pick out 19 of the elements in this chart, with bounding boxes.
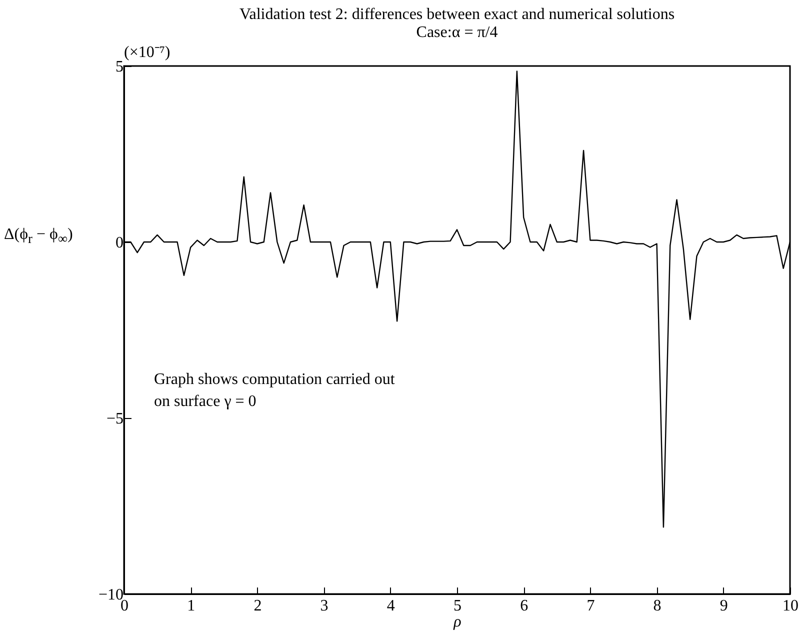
- x-tick-label: 6: [520, 598, 528, 614]
- x-tick-label: 2: [254, 598, 262, 614]
- x-tick-label: 1: [187, 598, 196, 614]
- chart-title: Validation test 2: differences between exact and numerical solutions: [239, 6, 675, 23]
- text: (×10⁻⁷): [124, 44, 170, 61]
- x-tick-label: 4: [386, 598, 395, 614]
- x-tick-label: 3: [320, 598, 328, 614]
- x-tick-label: 10: [782, 598, 798, 614]
- y-tick-label: −5: [106, 410, 124, 428]
- annotation: Graph shows computation carried out on surface γ = 0: [154, 371, 396, 410]
- chart-subtitle: Case:α = π/4: [416, 24, 498, 41]
- x-tick-label: 7: [586, 598, 595, 614]
- x-tick-label: 5: [454, 598, 462, 614]
- y-axis-title: Δ(ϕ$_{r}$ − ϕ$_{∞}$): [4, 226, 73, 248]
- x-tick-label: 9: [720, 598, 728, 614]
- x-axis-title: ρ: [452, 614, 462, 630]
- y-tick-label: 0: [116, 234, 124, 252]
- y-tick-label: 5: [116, 58, 124, 76]
- x-tick-label: 8: [653, 598, 662, 614]
